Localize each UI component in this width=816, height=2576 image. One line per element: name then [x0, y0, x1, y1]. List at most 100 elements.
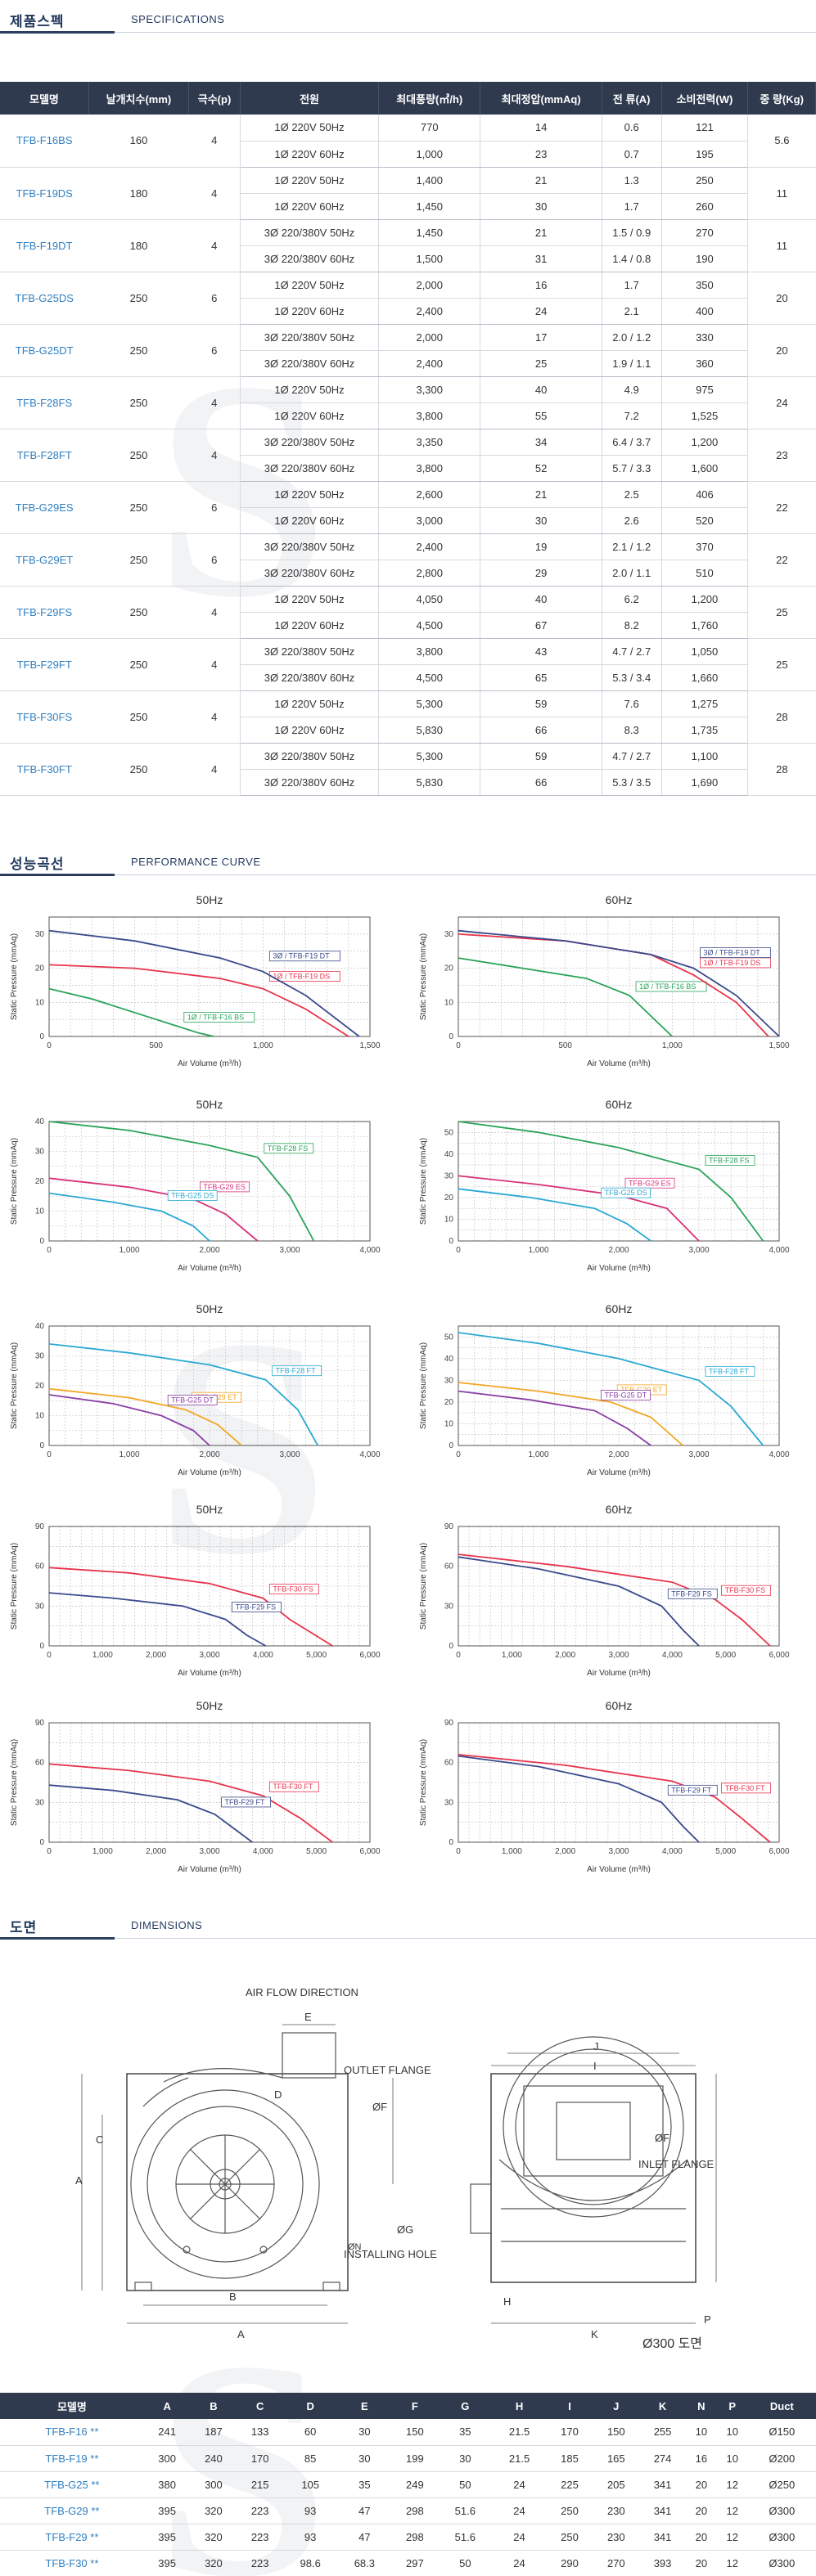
spec-cell: 4,500 [378, 612, 480, 639]
y-tick-label: 0 [39, 1237, 44, 1246]
dims-cell: 20 [685, 2550, 717, 2576]
y-tick-label: 60 [444, 1562, 454, 1571]
spec-cell: 21 [480, 481, 602, 508]
series-label: TFB-F30 FS [273, 1585, 313, 1594]
spec-header-cell: 날개치수(mm) [88, 82, 190, 115]
performance-chart: 50Hz 0 1,000 2,000 3,000 4,000 5,000 6,000 0 30 60… [0, 1693, 385, 1881]
y-tick-label: 20 [35, 1382, 45, 1391]
spec-cell: 8.3 [601, 717, 662, 744]
dims-cell: 150 [391, 2419, 439, 2446]
y-tick-label: 90 [444, 1522, 454, 1531]
x-tick-label: 500 [149, 1041, 163, 1050]
y-tick-label: 10 [35, 1207, 45, 1216]
dims-cell: Ø300 [747, 2550, 816, 2576]
y-tick-label: 30 [35, 1602, 45, 1611]
spec-cell: 190 [660, 245, 748, 272]
spec-header-cell: 전 류(A) [602, 82, 662, 115]
dims-cell: 297 [391, 2550, 439, 2576]
spec-cell: 250 [88, 690, 189, 744]
y-axis-label: Static Pressure (mmAq) [10, 933, 19, 1020]
series-label: TFB-G25 DS [171, 1192, 214, 1200]
spec-cell: 66 [480, 769, 602, 796]
x-tick-label: 3,000 [688, 1246, 709, 1255]
chart-title: 50Hz [196, 1098, 223, 1111]
dims-cell: 93 [283, 2497, 338, 2524]
spec-header-cell: 전원 [240, 82, 380, 115]
spec-cell: 270 [660, 219, 748, 246]
dims-cell: 50 [438, 2471, 493, 2498]
spec-cell: 2.0 / 1.2 [601, 324, 662, 351]
spec-cell: 5,830 [378, 769, 480, 796]
x-tick-label: 1,000 [119, 1246, 139, 1255]
spec-cell: 1,735 [660, 717, 748, 744]
spec-cell: 1.5 / 0.9 [601, 219, 662, 246]
y-axis-label: Static Pressure (mmAq) [419, 1543, 428, 1630]
spec-cell: 3,800 [378, 402, 480, 429]
spec-cell: 1,100 [660, 743, 748, 770]
spec-row: 1Ø 220V 60Hz 1,000 23 0.7 195 [0, 141, 816, 168]
series-line [458, 1121, 764, 1242]
spec-cell: TFB-G25DS [0, 272, 89, 325]
x-tick-label: 4,000 [662, 1651, 683, 1660]
dims-cell: 215 [237, 2471, 284, 2498]
series-line [48, 1592, 267, 1647]
x-axis-label: Air Volume (m³/h) [178, 1264, 241, 1273]
spec-cell: 4 [188, 690, 241, 744]
spec-cell: 7.6 [601, 690, 662, 717]
spec-cell: 2.1 [601, 298, 662, 325]
dims-cell: Ø300 [747, 2497, 816, 2524]
y-axis-label: Static Pressure (mmAq) [419, 1342, 428, 1429]
dims-cell: 12 [716, 2550, 748, 2576]
dims-cell: 298 [391, 2524, 439, 2551]
x-tick-label: 2,000 [199, 1246, 219, 1255]
y-tick-label: 50 [444, 1128, 454, 1137]
spec-cell: 5,300 [378, 690, 480, 717]
series-label: TFB-G25 DS [605, 1189, 647, 1197]
dim-d: D [274, 2088, 282, 2101]
spec-cell: 4 [188, 743, 241, 796]
dims-cell: 10 [716, 2445, 748, 2472]
x-axis-label: Air Volume (m³/h) [178, 1669, 241, 1678]
series-line [458, 1332, 764, 1446]
spec-cell: 3Ø 220/380V 60Hz [239, 664, 379, 691]
dims-row: TFB-F30 ** 395 320 223 98.6 68.3 297 50 24 290 270… [0, 2550, 816, 2576]
spec-row: 3Ø 220/380V 60Hz 4,500 65 5.3 / 3.4 1,660 [0, 664, 816, 691]
dims-cell: 199 [391, 2445, 439, 2472]
spec-cell: TFB-F19DT [0, 219, 89, 272]
spec-cell: 28 [747, 743, 816, 796]
spec-row: TFB-F30FT 250 4 3Ø 220/380V 50Hz 5,300 59 4.7 … [0, 743, 816, 796]
x-tick-label: 2,000 [608, 1450, 629, 1459]
dim-p: P [704, 2313, 711, 2326]
x-tick-label: 2,000 [146, 1847, 166, 1856]
x-tick-label: 0 [47, 1246, 52, 1255]
dims-cell: 20 [685, 2524, 717, 2551]
x-tick-label: 3,000 [279, 1450, 300, 1459]
spec-cell: 1Ø 220V 60Hz [239, 402, 379, 429]
x-tick-label: 1,000 [528, 1246, 548, 1255]
dims-cell: 47 [337, 2497, 392, 2524]
dims-header-cell: E [337, 2393, 392, 2419]
dims-cell: 20 [685, 2471, 717, 2498]
series-label: 3Ø / TFB-F19 DT [703, 949, 760, 957]
spec-row: 3Ø 220/380V 60Hz 2,400 25 1.9 / 1.1 360 [0, 350, 816, 377]
spec-cell: 8.2 [601, 612, 662, 639]
spec-cell: 1.7 [601, 272, 662, 299]
y-tick-label: 40 [35, 1322, 45, 1331]
installing-hole-label: INSTALLING HOLE [344, 2248, 437, 2260]
spec-row: 3Ø 220/380V 60Hz 2,800 29 2.0 / 1.1 510 [0, 560, 816, 587]
spec-cell: 4 [188, 638, 241, 691]
dims-cell: 187 [190, 2419, 237, 2446]
spec-cell: 1Ø 220V 60Hz [239, 141, 379, 168]
y-tick-label: 0 [449, 1441, 453, 1450]
dims-cell: 150 [593, 2419, 640, 2446]
spec-cell: TFB-G25DT [0, 324, 89, 377]
spec-cell: 520 [660, 507, 748, 534]
spec-cell: 34 [480, 429, 602, 456]
spec-cell: 1Ø 220V 50Hz [239, 481, 379, 508]
dims-cell: TFB-F19 ** [0, 2445, 144, 2472]
section-header-spec: 제품스펙 SPECIFICATIONS [0, 0, 816, 34]
x-tick-label: 4,000 [769, 1246, 789, 1255]
performance-chart: 60Hz 0 1,000 2,000 3,000 4,000 0 10 20 30 40 50 Air … [409, 1092, 794, 1280]
spec-cell: 1,000 [378, 141, 480, 168]
spec-cell: 250 [88, 743, 189, 796]
